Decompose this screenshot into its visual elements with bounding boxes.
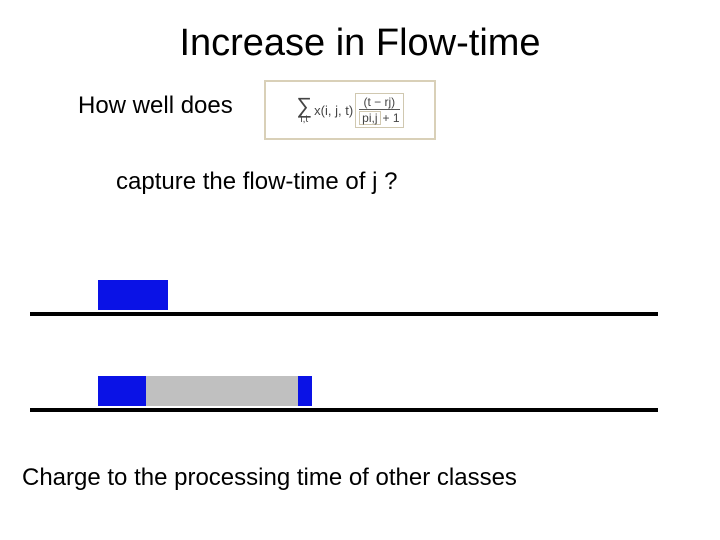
line-capture-flowtime: capture the flow-time of j ? xyxy=(116,168,397,196)
formula-num: (t − rj) xyxy=(364,96,396,108)
line-charge-processing: Charge to the processing time of other c… xyxy=(22,464,517,492)
bar-t2-blue-right xyxy=(298,376,312,406)
slide-title: Increase in Flow-time xyxy=(0,22,720,65)
bar-t2-blue-left xyxy=(98,376,146,406)
slide: { "title": { "text": "Increase in Flow-t… xyxy=(0,0,720,540)
formula-x: x(i, j, t) xyxy=(314,103,353,118)
formula-den: pi,j xyxy=(359,111,380,125)
formula-tail: + 1 xyxy=(383,112,400,124)
formula-content: ∑ i,t x(i, j, t) (t − rj) pi,j + 1 xyxy=(266,82,434,138)
bar-t2-gray xyxy=(146,376,298,406)
bar-t1-blue xyxy=(98,280,168,310)
line-how-well-does: How well does xyxy=(78,92,233,120)
timeline-1 xyxy=(30,312,658,316)
sum-sub: i,t xyxy=(300,115,308,125)
timeline-2 xyxy=(30,408,658,412)
formula-box: ∑ i,t x(i, j, t) (t − rj) pi,j + 1 xyxy=(264,80,436,140)
